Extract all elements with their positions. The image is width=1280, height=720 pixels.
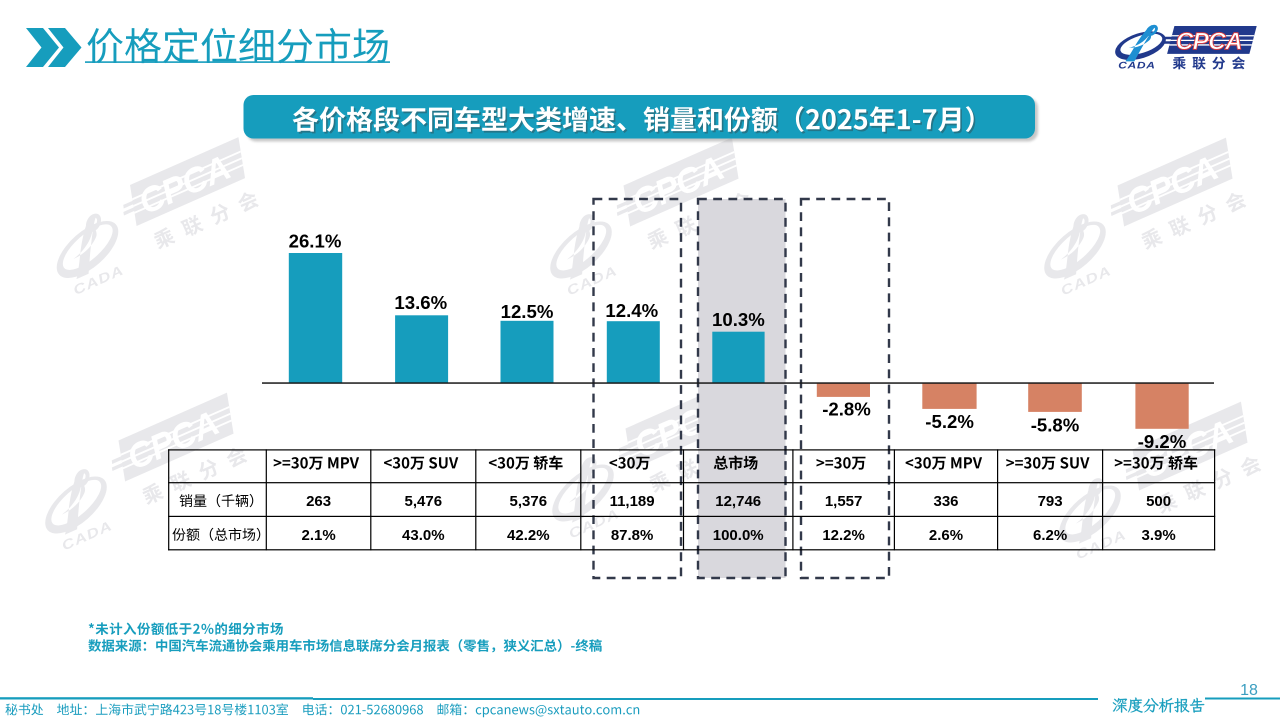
svg-text:10.3%: 10.3% [712,309,765,330]
svg-text:6.2%: 6.2% [1033,527,1067,544]
svg-text:-9.2%: -9.2% [1138,431,1187,452]
svg-text:13.6%: 13.6% [394,292,447,313]
svg-text:18: 18 [1240,682,1258,699]
svg-text:1,557: 1,557 [825,493,863,510]
svg-text:5,476: 5,476 [405,493,443,510]
svg-text:43.0%: 43.0% [402,527,445,544]
svg-text:12.5%: 12.5% [501,301,554,322]
svg-text:12.2%: 12.2% [822,527,865,544]
svg-text:11,189: 11,189 [610,493,655,510]
svg-text:12,746: 12,746 [715,493,761,510]
svg-text:100.0%: 100.0% [713,527,764,544]
svg-text:26.1%: 26.1% [289,231,342,252]
svg-text:-2.8%: -2.8% [822,399,871,420]
svg-text:-5.8%: -5.8% [1031,415,1080,436]
svg-text:5,376: 5,376 [510,493,548,510]
svg-text:12.4%: 12.4% [605,300,658,321]
svg-text:42.2%: 42.2% [507,527,550,544]
svg-text:263: 263 [306,493,331,510]
svg-text:3.9%: 3.9% [1141,527,1175,544]
svg-text:500: 500 [1146,493,1171,510]
svg-text:87.8%: 87.8% [611,527,654,544]
svg-text:-5.2%: -5.2% [925,411,974,432]
svg-text:2.6%: 2.6% [929,527,963,544]
svg-text:336: 336 [933,493,958,510]
svg-text:2.1%: 2.1% [301,527,335,544]
svg-text:793: 793 [1038,493,1063,510]
